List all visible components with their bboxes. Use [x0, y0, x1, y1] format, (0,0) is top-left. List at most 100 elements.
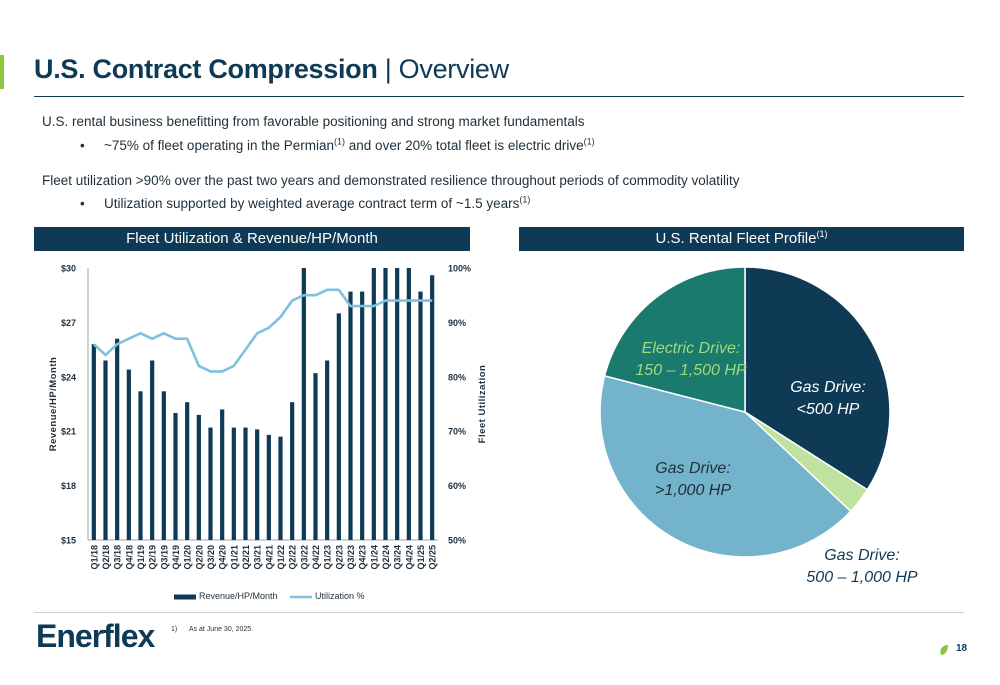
panel-header-fleet-profile: U.S. Rental Fleet Profile(1) [519, 227, 964, 251]
pie-label-title: Gas Drive: [790, 379, 866, 396]
revenue-bar [371, 268, 376, 540]
pie-slice [744, 266, 891, 491]
revenue-bar [91, 344, 96, 540]
pie-label-title: Electric Drive: [642, 340, 741, 357]
x-tick-label: Q4/19 [171, 545, 181, 570]
page-title: U.S. Contract Compression | Overview [34, 54, 509, 85]
revenue-bar [383, 268, 388, 540]
x-tick-label: Q3/24 [393, 545, 403, 570]
y-left-tick-label: $15 [61, 536, 76, 546]
x-tick-label: Q1/24 [369, 545, 379, 570]
legend-label-revenue: Revenue/HP/Month [199, 591, 278, 601]
x-tick-label: Q2/20 [194, 545, 204, 570]
pie-label-range: <500 HP [797, 401, 860, 418]
utilization-revenue-chart: $15 $18 $21 $24 $27 $30 50% 60% 70% 80% 90% 100% Rev… [48, 264, 488, 602]
y-left-tick-label: $30 [61, 264, 76, 274]
utilization-line [92, 288, 433, 373]
revenue-bar [430, 275, 435, 540]
bullet-permian-text: ~75% of fleet operating in the Permian(1… [104, 136, 595, 153]
bullet-contract-term-text: Utilization supported by weighted averag… [104, 194, 531, 211]
revenue-bar [138, 391, 143, 540]
x-tick-label: Q1/20 [183, 545, 193, 570]
revenue-bar [348, 291, 353, 540]
title-divider [34, 96, 964, 97]
y-left-tick-label: $18 [61, 481, 76, 491]
enerflex-logo: Enerflex [36, 618, 155, 654]
footer-divider [34, 612, 964, 613]
revenue-bar [185, 402, 190, 540]
x-tick-label: Q2/21 [241, 545, 251, 570]
revenue-bar [290, 402, 295, 540]
y-right-tick-label: 80% [448, 372, 466, 382]
panel-header-utilization: Fleet Utilization & Revenue/HP/Month [34, 227, 470, 251]
x-tick-label: Q3/22 [299, 545, 309, 570]
revenue-bar [150, 360, 155, 540]
revenue-bar [278, 436, 283, 540]
revenue-bar [301, 268, 306, 540]
revenue-bar [418, 291, 423, 540]
x-tick-label: Q1/21 [229, 545, 239, 570]
y-right-tick-label: 60% [448, 481, 466, 491]
x-tick-label: Q1/19 [136, 545, 146, 570]
x-tick-label: Q2/24 [381, 545, 391, 570]
bullet-dot: • [80, 138, 85, 153]
x-tick-label: Q3/21 [253, 545, 263, 570]
x-tick-label: Q2/18 [101, 545, 111, 570]
title-bold: U.S. Contract Compression [34, 54, 378, 84]
x-tick-label: Q1/23 [323, 545, 333, 570]
revenue-bar [255, 429, 260, 540]
revenue-bar [336, 313, 341, 540]
revenue-bar [115, 338, 120, 540]
paragraph-rental-business: U.S. rental business benefitting from fa… [42, 114, 585, 129]
x-tick-label: Q4/22 [311, 545, 321, 570]
x-tick-label: Q1/25 [416, 545, 426, 570]
y-right-tick-label: 90% [448, 318, 466, 328]
pie-slice [599, 374, 852, 558]
y-right-tick-label: 70% [448, 427, 466, 437]
revenue-bar [360, 291, 365, 540]
revenue-bar [325, 360, 330, 540]
revenue-bar [220, 409, 225, 540]
x-tick-label: Q2/23 [334, 545, 344, 570]
x-tick-label: Q4/18 [124, 545, 134, 570]
y-right-tick-label: 100% [448, 264, 471, 274]
revenue-bar [266, 434, 271, 540]
footnote: 1) As at June 30, 2025. [171, 626, 254, 633]
x-tick-label: Q3/20 [206, 545, 216, 570]
y-left-axis-title: Revenue/HP/Month [48, 357, 59, 452]
revenue-bar [126, 369, 131, 540]
revenue-bar [173, 413, 178, 540]
x-tick-label: Q4/20 [218, 545, 228, 570]
title-rest: | Overview [377, 54, 509, 84]
bullet-dot: • [80, 196, 85, 211]
legend-label-utilization: Utilization % [315, 591, 365, 601]
legend-swatch-revenue [174, 594, 196, 600]
revenue-bar [208, 427, 213, 540]
y-right-tick-label: 50% [448, 536, 466, 546]
revenue-bar [243, 427, 248, 540]
revenue-bar [231, 427, 236, 540]
pie-label-range: 150 – 1,500 HP [635, 362, 747, 379]
pie-slice [603, 266, 746, 413]
fleet-profile-pie-chart: Gas Drive: <500 HP Gas Drive: 500 – 1,000 H… [599, 266, 918, 586]
revenue-bar [406, 268, 411, 540]
pie-label-title: Gas Drive: [655, 460, 731, 477]
x-tick-label: Q1/22 [276, 545, 286, 570]
x-tick-label: Q3/18 [113, 545, 123, 570]
y-left-tick-label: $24 [61, 372, 76, 382]
revenue-bar [103, 360, 108, 540]
pie-label-title: Gas Drive: [824, 547, 900, 564]
revenue-bar [196, 414, 201, 540]
x-tick-label: Q3/23 [346, 545, 356, 570]
pie-label-range: 500 – 1,000 HP [806, 569, 918, 586]
revenue-bar [161, 391, 166, 540]
y-left-tick-label: $27 [61, 318, 76, 328]
y-left-tick-label: $21 [61, 427, 76, 437]
x-tick-label: Q2/19 [148, 545, 158, 570]
x-tick-label: Q4/24 [404, 545, 414, 570]
x-tick-label: Q4/21 [264, 545, 274, 570]
pie-label-range: >1,000 HP [655, 482, 731, 499]
x-tick-label: Q1/18 [89, 545, 99, 570]
x-tick-label: Q2/22 [288, 545, 298, 570]
revenue-bar [395, 268, 400, 540]
